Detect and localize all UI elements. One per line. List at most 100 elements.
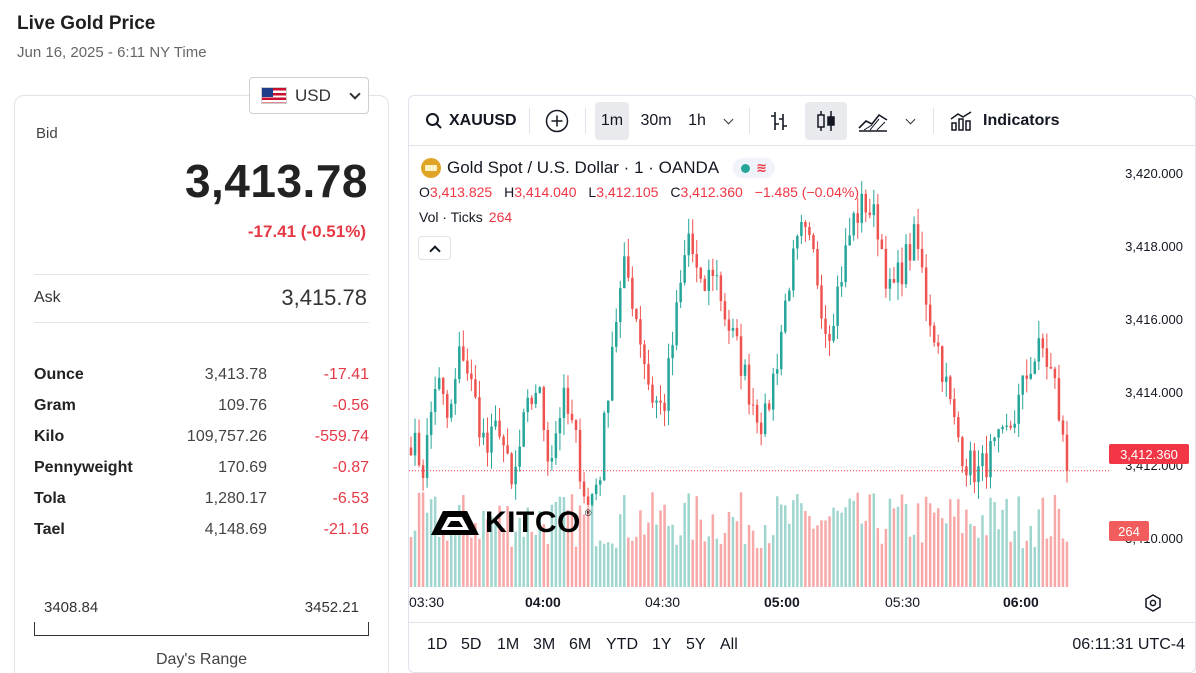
volume-bar	[836, 510, 839, 587]
compare-symbol-button[interactable]	[539, 102, 575, 140]
chart-title: Gold Spot / U.S. Dollar · 1 · OANDA	[447, 158, 720, 177]
volume-bar	[502, 527, 505, 587]
candle-body	[566, 387, 570, 414]
candle-body	[522, 412, 525, 447]
volume-bar	[908, 536, 912, 587]
unit-name: Kilo	[34, 428, 65, 445]
candlestick-chart[interactable]	[409, 147, 1196, 587]
candle-body	[856, 213, 859, 223]
candle-body	[775, 369, 779, 374]
volume-bar	[949, 499, 952, 587]
volume-bar	[615, 547, 618, 587]
candle-body	[490, 426, 493, 453]
volume-bar	[856, 492, 859, 587]
range-5y[interactable]: 5Y	[686, 636, 706, 653]
market-status-pill[interactable]: ≋	[733, 158, 775, 178]
currency-label: USD	[295, 85, 331, 105]
range-1m[interactable]: 1M	[497, 636, 520, 653]
volume-bar	[413, 530, 417, 587]
candle-body	[1013, 423, 1016, 428]
candle-body	[659, 400, 662, 403]
range-3m[interactable]: 3M	[533, 636, 556, 653]
candle-body	[1033, 361, 1037, 374]
volume-bar	[450, 520, 453, 587]
chart-widget: XAUUSD 1m 30m 1h Indicators	[408, 95, 1196, 673]
candle-body	[506, 445, 509, 454]
range-6m[interactable]: 6M	[569, 636, 592, 653]
symbol-search-button[interactable]: XAUUSD	[417, 102, 521, 140]
candle-body	[784, 300, 787, 332]
bid-change: -17.41 (-0.51%)	[247, 222, 366, 241]
symbol-label: XAUUSD	[449, 112, 517, 129]
candle-body	[920, 248, 924, 268]
candle-body	[679, 282, 682, 303]
unit-price: 4,148.69	[204, 521, 267, 538]
market-open-icon	[741, 163, 751, 173]
candle-body	[498, 420, 501, 437]
volume-bar	[824, 520, 827, 587]
range-all[interactable]: All	[720, 636, 738, 653]
chart-clock[interactable]: 06:11:31 UTC-4	[1072, 636, 1185, 653]
candle-body	[486, 432, 489, 453]
volume-bar	[804, 511, 807, 587]
candle-style-button[interactable]	[805, 102, 847, 140]
candle-body	[755, 404, 759, 423]
candle-body	[546, 430, 550, 462]
volume-bar	[945, 523, 948, 587]
candle-body	[997, 429, 1000, 438]
candle-body	[466, 360, 469, 374]
area-style-button[interactable]	[855, 102, 891, 140]
interval-30m[interactable]: 30m	[640, 112, 672, 129]
volume-bar	[1037, 509, 1041, 587]
indicators-button[interactable]: Indicators	[943, 102, 1069, 140]
volume-bar	[699, 519, 703, 587]
candle-body	[916, 224, 920, 249]
range-1y[interactable]: 1Y	[652, 636, 672, 653]
volume-bar	[498, 505, 501, 587]
candle-body	[751, 404, 755, 406]
time-axis-tick: 05:30	[885, 594, 921, 610]
price-axis-tick: 3,418.000	[1125, 239, 1183, 254]
unit-price: 109,757.26	[186, 428, 267, 445]
candle-body	[949, 376, 952, 400]
volume-bar	[932, 512, 936, 587]
volume-bar	[441, 511, 445, 587]
collapse-legend-button[interactable]	[418, 236, 451, 260]
candle-body	[534, 392, 538, 405]
range-ytd[interactable]: YTD	[606, 636, 638, 653]
interval-1h[interactable]: 1h	[688, 112, 706, 129]
chart-style-dropdown[interactable]	[899, 102, 921, 140]
volume-bar	[1005, 498, 1008, 587]
candle-body	[643, 344, 646, 365]
bar-style-button[interactable]	[761, 102, 797, 140]
candle-body	[635, 308, 638, 320]
candle-body	[957, 417, 960, 438]
candle-body	[1017, 394, 1020, 424]
candle-body	[598, 480, 602, 485]
divider	[34, 274, 369, 275]
range-5d[interactable]: 5D	[461, 636, 482, 653]
chevron-down-icon	[723, 114, 733, 124]
candle-body	[510, 453, 513, 485]
range-1d[interactable]: 1D	[427, 636, 448, 653]
candle-body	[792, 248, 795, 291]
candle-body	[594, 484, 598, 495]
unit-change: -559.74	[314, 428, 369, 445]
time-axis-tick: 04:00	[525, 594, 561, 610]
currency-select[interactable]: USD	[249, 77, 369, 114]
candle-body	[409, 447, 413, 456]
candle-body	[514, 466, 517, 485]
volume-bar	[928, 503, 932, 587]
unit-change: -0.56	[332, 397, 369, 414]
unit-row: Kilo 109,757.26 -559.74	[34, 428, 369, 459]
volume-bar	[868, 494, 872, 587]
candle-body	[973, 450, 976, 483]
volume-bar	[550, 504, 554, 587]
chart-settings-icon[interactable]	[1143, 593, 1163, 613]
interval-1m[interactable]: 1m	[595, 102, 629, 140]
volume-bar	[1053, 494, 1057, 587]
interval-dropdown[interactable]	[717, 102, 739, 140]
page-title: Live Gold Price	[17, 13, 156, 34]
volume-bar	[590, 497, 594, 587]
candle-body	[470, 373, 473, 380]
